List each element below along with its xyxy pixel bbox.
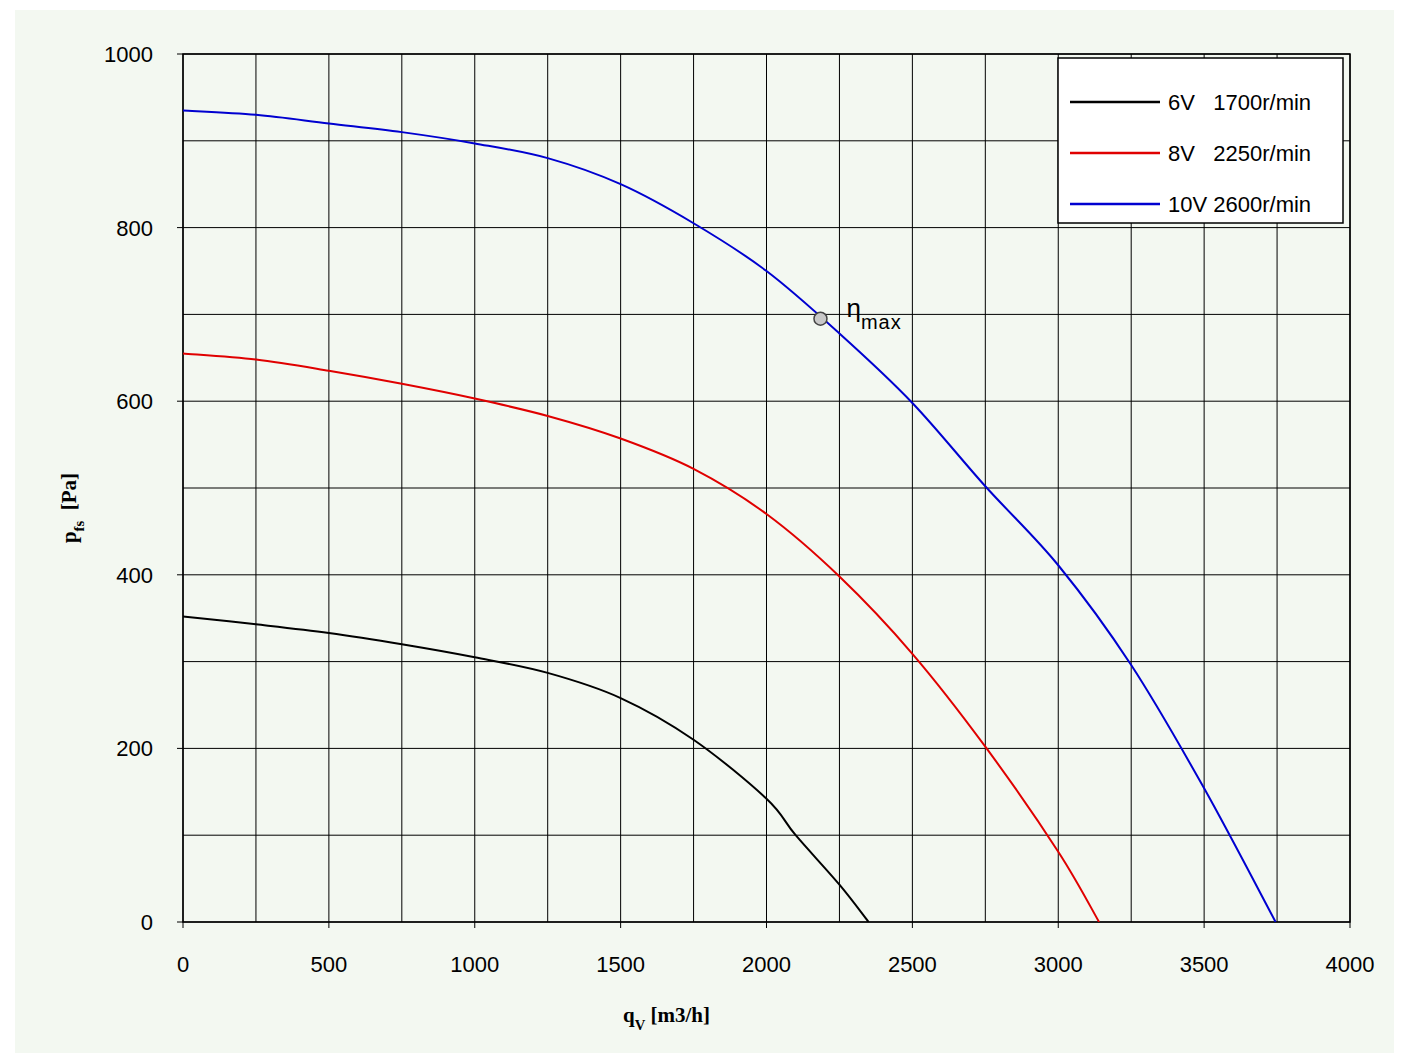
tick <box>912 922 913 928</box>
tick <box>766 922 767 928</box>
title-part: q <box>623 1003 635 1027</box>
tick-label: 2500 <box>888 952 937 977</box>
tick <box>1350 922 1351 928</box>
tick-label: 400 <box>116 563 153 588</box>
tick <box>328 922 329 928</box>
legend-swatch <box>1070 101 1160 104</box>
tick <box>177 748 183 749</box>
grid-line <box>474 54 475 922</box>
grid-line <box>183 748 1350 749</box>
background <box>0 0 1409 1063</box>
legend-box <box>1058 58 1343 223</box>
x-axis-title: qV [m3/h] <box>623 1003 710 1033</box>
tick-label: 4000 <box>1326 952 1375 977</box>
panel <box>15 10 1394 1053</box>
tick <box>183 922 184 928</box>
tick <box>177 227 183 228</box>
tick-label: 0 <box>141 910 153 935</box>
tick-label: 800 <box>116 216 153 241</box>
legend-label: 6V 1700r/min <box>1168 90 1311 115</box>
grid-line <box>183 227 1350 228</box>
annotation-sub: max <box>861 311 902 333</box>
grid-line <box>183 401 1350 402</box>
title-part: [m3/h] <box>645 1003 710 1027</box>
series-line <box>183 616 869 922</box>
series-line <box>183 110 1276 922</box>
series-line <box>183 353 1099 922</box>
legend-swatch <box>1070 152 1160 155</box>
tick-label: 2000 <box>742 952 791 977</box>
title-part: [Pa] <box>57 473 81 521</box>
plot-area <box>183 110 1276 922</box>
tick-label: 3500 <box>1180 952 1229 977</box>
grid-line <box>328 54 329 922</box>
tick-label: 500 <box>311 952 348 977</box>
tick-label: 1000 <box>450 952 499 977</box>
title-sub: fs <box>71 520 87 531</box>
title-sub: V <box>635 1017 646 1033</box>
tick <box>474 922 475 928</box>
tick <box>620 922 621 928</box>
tick-label: 3000 <box>1034 952 1083 977</box>
tick <box>177 54 183 55</box>
tick-label: 1500 <box>596 952 645 977</box>
legend-swatch <box>1070 203 1160 206</box>
tick <box>177 401 183 402</box>
tick-label: 1000 <box>104 42 153 67</box>
tick-label: 600 <box>116 389 153 414</box>
legend-label: 8V 2250r/min <box>1168 141 1311 166</box>
legend: 6V 1700r/min 8V 2250r/min 10V 2600r/min <box>1058 58 1343 223</box>
grid-line <box>183 574 1350 575</box>
y-axis-title: pfs [Pa] <box>57 473 87 543</box>
chart: 0 500 1000 1500 2000 2500 3000 3500 4000 0 200 400 6… <box>0 0 1409 1063</box>
legend-label: 10V 2600r/min <box>1168 192 1311 217</box>
tick <box>177 922 183 923</box>
annotation-label: ηmax <box>846 293 901 333</box>
tick <box>1058 922 1059 928</box>
annotation-marker <box>814 312 827 325</box>
tick-label: 200 <box>116 736 153 761</box>
grid-line <box>766 54 767 922</box>
tick-label: 0 <box>177 952 189 977</box>
grid <box>183 54 1350 922</box>
plot-frame <box>183 54 1350 922</box>
grid-line <box>912 54 913 922</box>
annotation-main: η <box>846 293 860 323</box>
tick <box>177 574 183 575</box>
tick <box>1204 922 1205 928</box>
title-part: p <box>57 531 81 543</box>
